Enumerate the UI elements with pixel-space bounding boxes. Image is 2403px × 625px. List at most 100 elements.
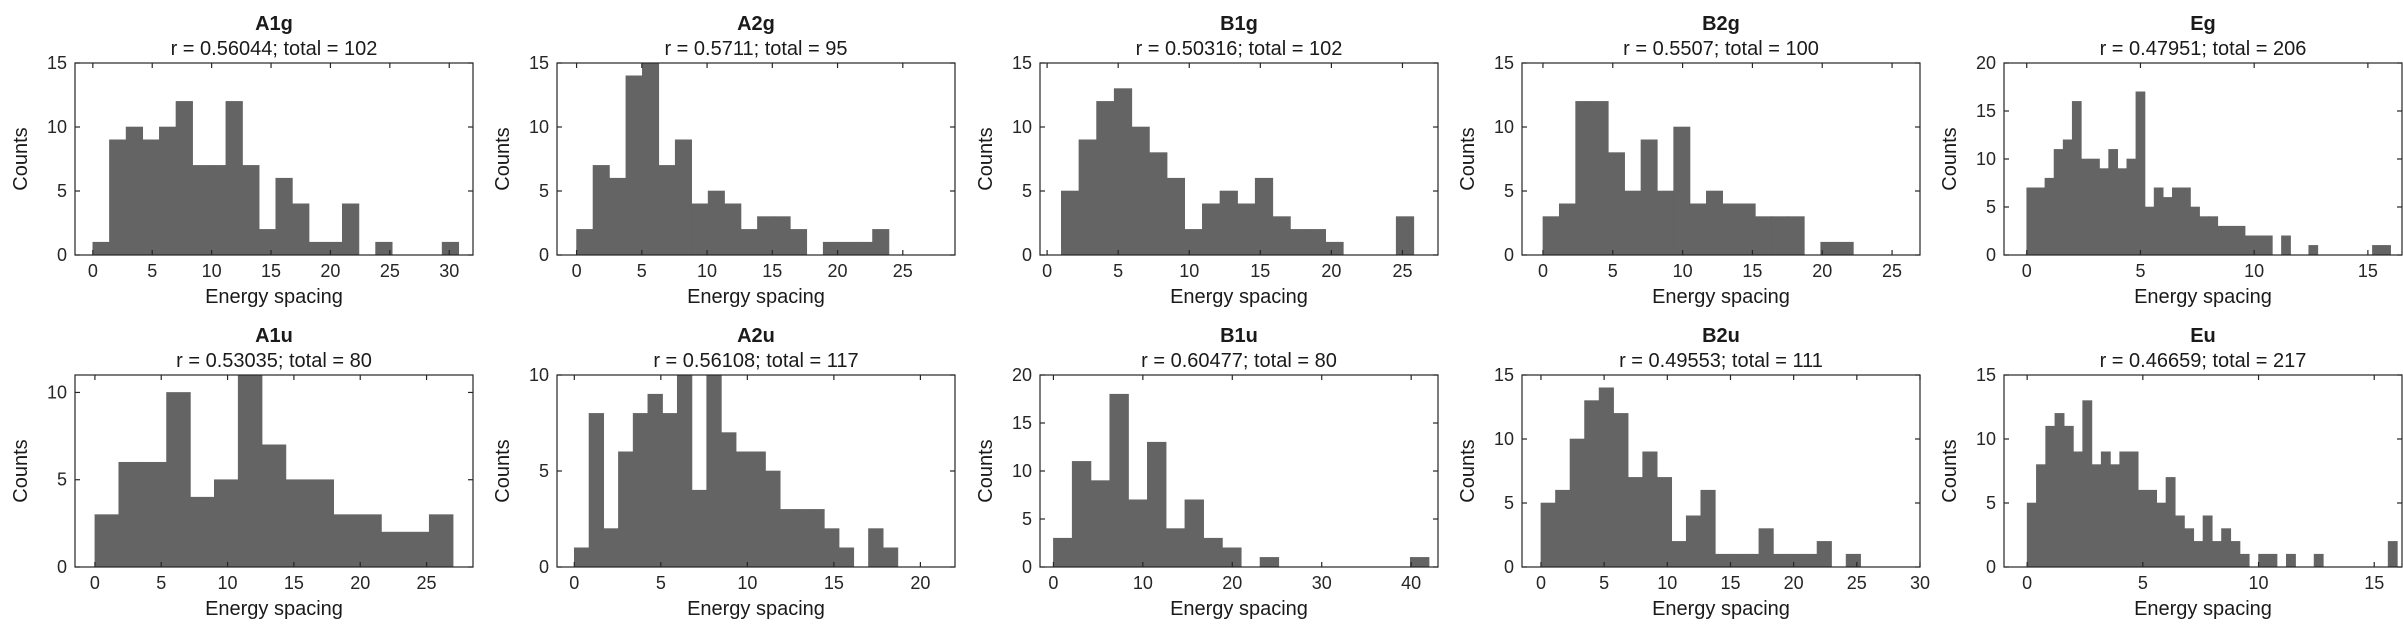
x-tick-label: 10: [737, 573, 757, 593]
bar: [882, 547, 899, 568]
bar: [1555, 489, 1571, 568]
bar: [1090, 480, 1111, 568]
bars: [1061, 88, 1415, 256]
bar: [2153, 187, 2164, 256]
bar: [2100, 451, 2111, 568]
chart-subtitle: r = 0.46659; total = 217: [2100, 350, 2307, 372]
bar: [2144, 206, 2155, 256]
y-tick-label: 10: [1976, 429, 1996, 449]
bar: [2281, 235, 2291, 256]
bar: [1642, 451, 1658, 568]
x-tick-label: 25: [380, 261, 400, 281]
bar: [1202, 203, 1221, 256]
y-tick-label: 10: [1012, 117, 1032, 137]
chart-title: Eg: [2190, 13, 2216, 35]
bar: [662, 413, 678, 568]
x-tick-label: 0: [1538, 261, 1548, 281]
bar: [1673, 126, 1691, 256]
chart-title: A1u: [255, 325, 293, 347]
x-axis-label: Energy spacing: [1652, 598, 1790, 620]
bar: [2053, 149, 2064, 256]
bar: [2387, 541, 2398, 568]
y-tick-label: 15: [1494, 53, 1514, 73]
bar: [1184, 499, 1204, 568]
x-tick-label: 25: [1882, 261, 1902, 281]
x-axis-label: Energy spacing: [1652, 286, 1790, 308]
bar: [237, 374, 263, 568]
bar: [1540, 502, 1556, 568]
x-tick-label: 5: [1599, 573, 1609, 593]
y-tick-label: 5: [57, 470, 67, 490]
x-tick-label: 20: [910, 573, 930, 593]
x-tick-label: 30: [1910, 573, 1930, 593]
chart-title: Eu: [2190, 325, 2216, 347]
bar: [1787, 553, 1803, 568]
bar: [1184, 229, 1203, 256]
bar: [2156, 502, 2167, 568]
bar: [2036, 464, 2046, 568]
x-tick-label: 10: [218, 573, 238, 593]
y-tick-label: 5: [1986, 197, 1996, 217]
chart-title: B2g: [1702, 13, 1740, 35]
bar: [2190, 206, 2200, 256]
y-tick-label: 5: [1022, 509, 1032, 529]
x-axis-label: Energy spacing: [687, 598, 825, 620]
histogram-panel-B1g: 0 5 10 15 20 25 0 5 10 15 B1g r = 0.50316; total = …: [975, 13, 1439, 308]
x-tick-label: 15: [1250, 261, 1270, 281]
bar: [2073, 451, 2083, 568]
bar: [192, 165, 210, 256]
x-tick-label: 10: [1673, 261, 1693, 281]
y-tick-label: 5: [539, 181, 549, 201]
x-tick-label: 10: [2249, 573, 2269, 593]
x-tick-label: 10: [202, 261, 222, 281]
bar: [2165, 477, 2176, 568]
bar: [868, 528, 884, 568]
bar: [1575, 101, 1593, 256]
bar: [773, 216, 791, 256]
bar: [190, 496, 215, 568]
axes-box: [556, 62, 956, 256]
x-tick-label: 25: [1847, 573, 1867, 593]
y-axis-label: Counts: [492, 127, 514, 190]
bar: [1744, 553, 1760, 568]
bar: [2091, 464, 2102, 568]
bar: [809, 509, 825, 568]
y-axis-label: Counts: [975, 127, 997, 190]
bar: [261, 444, 287, 568]
x-tick-label: 0: [1042, 261, 1052, 281]
chart-subtitle: r = 0.56108; total = 117: [653, 350, 858, 372]
x-axis-label: Energy spacing: [2134, 286, 2272, 308]
bar: [1219, 190, 1238, 256]
bar: [735, 451, 752, 568]
bar: [576, 229, 594, 256]
histogram-panel-A2u: 0 5 10 15 20 0 5 10 A2u r = 0.56108; total = 117 E…: [492, 325, 956, 620]
x-tick-label: 20: [320, 261, 340, 281]
bar: [1640, 139, 1658, 256]
bar: [632, 413, 649, 568]
y-tick-label: 10: [47, 117, 67, 137]
chart-subtitle: r = 0.5711; total = 95: [664, 38, 847, 60]
bar: [838, 547, 855, 568]
bar: [2035, 187, 2046, 256]
bar: [2226, 225, 2237, 256]
bar: [2262, 235, 2273, 256]
bar: [309, 479, 335, 568]
bar: [1259, 557, 1280, 568]
y-tick-label: 0: [1504, 245, 1514, 265]
x-tick-label: 10: [1657, 573, 1677, 593]
x-tick-label: 20: [350, 573, 370, 593]
bar: [1237, 203, 1256, 256]
x-tick-label: 0: [1048, 573, 1058, 593]
x-axis-label: Energy spacing: [1170, 598, 1308, 620]
y-tick-label: 10: [1976, 149, 1996, 169]
axes-box: [74, 62, 474, 256]
bar: [214, 479, 239, 568]
y-tick-label: 20: [1012, 365, 1032, 385]
chart-subtitle: r = 0.49553; total = 111: [1619, 350, 1823, 372]
bar: [428, 514, 454, 568]
bar: [625, 75, 643, 256]
x-tick-label: 20: [1321, 261, 1341, 281]
bar: [1165, 528, 1186, 568]
bar: [2126, 158, 2137, 256]
bar: [1591, 101, 1609, 256]
